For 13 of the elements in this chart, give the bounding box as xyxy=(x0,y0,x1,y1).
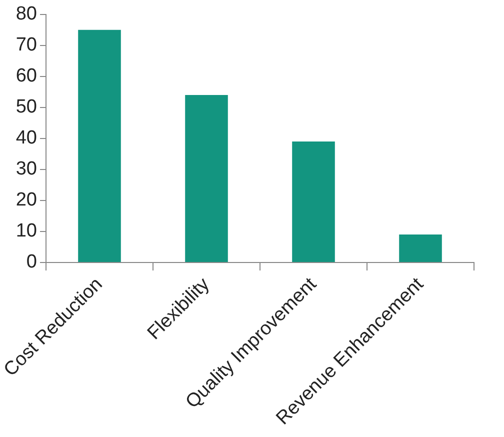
y-tick-label: 10 xyxy=(16,220,37,242)
bar xyxy=(399,234,442,262)
y-tick-label: 60 xyxy=(16,66,37,87)
bar xyxy=(185,95,228,262)
y-tick-label: 80 xyxy=(16,4,37,25)
y-tick-label: 0 xyxy=(26,252,37,273)
y-tick-label: 30 xyxy=(16,158,37,180)
y-tick-label: 20 xyxy=(16,190,37,211)
y-tick-label: 40 xyxy=(16,128,37,149)
bar xyxy=(78,30,121,262)
y-tick-label: 50 xyxy=(16,96,37,118)
bar xyxy=(292,142,335,262)
y-tick-label: 70 xyxy=(16,34,37,56)
